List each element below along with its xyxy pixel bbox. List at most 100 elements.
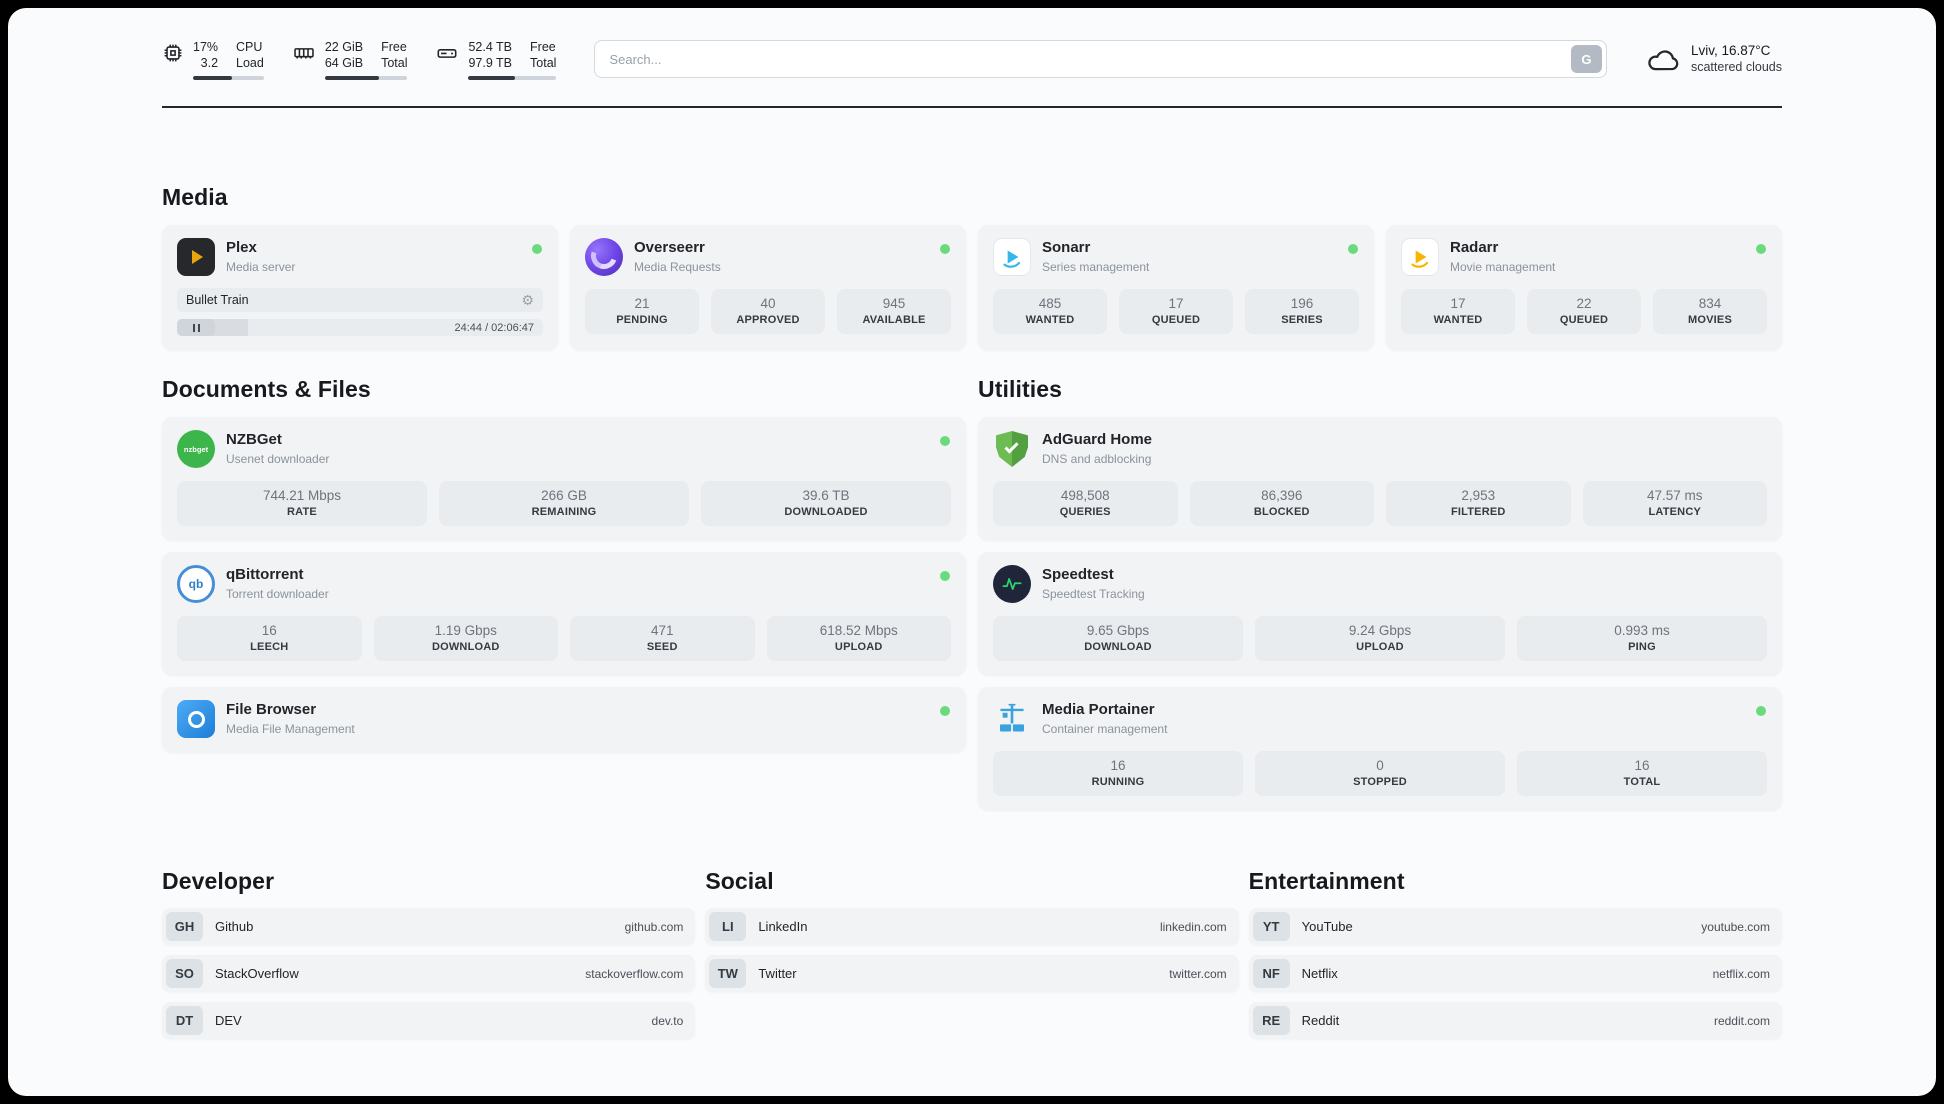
portainer-icon [993,700,1031,738]
app-subtitle: DNS and adblocking [1042,451,1152,466]
stat-label: SERIES [1281,314,1323,326]
ram-stat: 22 GiB Free 64 GiB Total [292,40,408,80]
app-card-radarr[interactable]: Radarr Movie management 17 WANTED 22 QUE… [1386,225,1782,350]
now-playing-bar: Bullet Train ⚙ [177,288,543,312]
cloud-icon [1645,46,1681,73]
stat-value: 471 [650,623,674,638]
now-playing-title: Bullet Train [186,293,249,307]
bookmark-url: reddit.com [1713,1013,1770,1028]
app-card-adguard[interactable]: AdGuard Home DNS and adblocking 498,508 … [978,417,1782,540]
bookmark-column-developer: Developer GH Github github.com SO StackO… [162,868,696,1039]
stat-value: 618.52 Mbps [819,623,898,638]
stat-tile: 17 QUEUED [1119,289,1233,334]
stat-value: 744.21 Mbps [262,488,342,503]
player-progress-bar[interactable]: 24:44 / 02:06:47 [177,319,543,336]
documents-column: Documents & Files nzbget NZBGet Usenet d… [162,376,966,810]
bookmark-name: LinkedIn [758,919,808,934]
player-time: 24:44 / 02:06:47 [454,321,534,334]
stat-tile: 485 WANTED [993,289,1107,334]
status-dot [1756,706,1766,716]
stat-label: DOWNLOAD [431,641,500,653]
app-card-portainer[interactable]: Media Portainer Container management 16 … [978,687,1782,810]
section-title-social: Social [705,868,774,894]
stat-value: 2,953 [1461,488,1496,503]
stat-label: QUEUED [1151,314,1201,326]
gear-icon[interactable]: ⚙ [521,292,534,308]
disk-total-label: Total [530,56,557,70]
stat-tile: 196 SERIES [1245,289,1359,334]
disk-stat: 52.4 TB Free 97.9 TB Total [435,40,557,80]
app-subtitle: Torrent downloader [226,586,329,601]
stat-label: APPROVED [736,314,800,326]
app-subtitle: Media server [226,259,296,274]
bookmark-stackoverflow[interactable]: SO StackOverflow stackoverflow.com [162,955,696,992]
app-card-overseerr[interactable]: Overseerr Media Requests 21 PENDING 40 A… [570,225,966,350]
app-card-plex[interactable]: Plex Media server Bullet Train ⚙ 24:44 /… [162,225,558,350]
stat-value: 196 [1290,296,1314,311]
bookmark-abbr: LI [709,912,747,941]
status-dot [1756,244,1766,254]
cpu-bar [193,76,264,80]
disk-icon [435,42,459,64]
stat-value: 266 GB [541,488,587,503]
stat-value: 498,508 [1060,488,1110,503]
stat-value: 16 [1634,758,1650,773]
stat-tile: 40 APPROVED [711,289,825,334]
qbittorrent-icon: qb [177,565,215,603]
app-card-nzbget[interactable]: nzbget NZBGet Usenet downloader 744.21 M… [162,417,966,540]
ram-bar [324,76,408,80]
media-grid: Plex Media server Bullet Train ⚙ 24:44 /… [162,225,1782,350]
section-title-utilities: Utilities [978,376,1062,402]
disk-bar [468,76,557,80]
ram-total-label: Total [381,56,408,70]
disk-total-value: 97.9 TB [468,56,513,70]
stat-value: 16 [1110,758,1126,773]
stat-tile: 39.6 TB DOWNLOADED [701,481,951,526]
section-title-developer: Developer [162,868,275,894]
ram-total-value: 64 GiB [324,56,364,70]
stat-tile: 16 TOTAL [1517,751,1767,796]
app-name: Overseerr [634,238,705,256]
bookmark-reddit[interactable]: RE Reddit reddit.com [1248,1002,1782,1039]
cpu-load-label: Load [236,56,264,70]
stat-label: AVAILABLE [862,314,926,326]
stat-label: BLOCKED [1253,506,1310,518]
bookmark-twitter[interactable]: TW Twitter twitter.com [705,955,1239,992]
dashboard-panel: 17% CPU 3.2 Load [8,8,1936,1096]
stat-tile: 22 QUEUED [1527,289,1641,334]
stat-label: FILTERED [1450,506,1506,518]
bookmark-dev[interactable]: DT DEV dev.to [162,1002,696,1039]
stat-tile: 21 PENDING [585,289,699,334]
stat-tile: 86,396 BLOCKED [1189,481,1374,526]
bookmark-abbr: RE [1252,1006,1290,1035]
stat-value: 945 [882,296,906,311]
stat-value: 0.993 ms [1614,623,1670,638]
bookmark-youtube[interactable]: YT YouTube youtube.com [1248,908,1782,945]
stat-tile: 498,508 QUERIES [993,481,1178,526]
app-card-speedtest[interactable]: Speedtest Speedtest Tracking 9.65 Gbps D… [978,552,1782,675]
bookmark-netflix[interactable]: NF Netflix netflix.com [1248,955,1782,992]
stat-label: LEECH [250,641,289,653]
bookmark-abbr: YT [1252,912,1290,941]
search-engine-button[interactable]: G [1570,45,1602,73]
stat-label: PENDING [616,314,668,326]
stat-value: 17 [1450,296,1466,311]
stat-label: REMAINING [531,506,597,518]
stat-tile: 9.65 Gbps DOWNLOAD [993,616,1243,661]
app-card-qbittorrent[interactable]: qb qBittorrent Torrent downloader 16 [162,552,966,675]
bookmark-linkedin[interactable]: LI LinkedIn linkedin.com [705,908,1239,945]
cpu-label: CPU [236,40,263,54]
stat-tile: 0.993 ms PING [1517,616,1767,661]
app-card-filebrowser[interactable]: File Browser Media File Management [162,687,966,752]
stat-value: 47.57 ms [1646,488,1703,503]
stat-value: 22 [1576,296,1592,311]
bookmark-name: Netflix [1301,966,1338,981]
pause-button[interactable] [177,319,215,336]
bookmark-github[interactable]: GH Github github.com [162,908,696,945]
stat-value: 834 [1698,296,1722,311]
stat-tile: 0 STOPPED [1255,751,1505,796]
search-input[interactable] [594,40,1607,78]
app-card-sonarr[interactable]: Sonarr Series management 485 WANTED 17 Q… [978,225,1374,350]
radarr-icon [1401,238,1439,276]
stat-value: 485 [1038,296,1062,311]
